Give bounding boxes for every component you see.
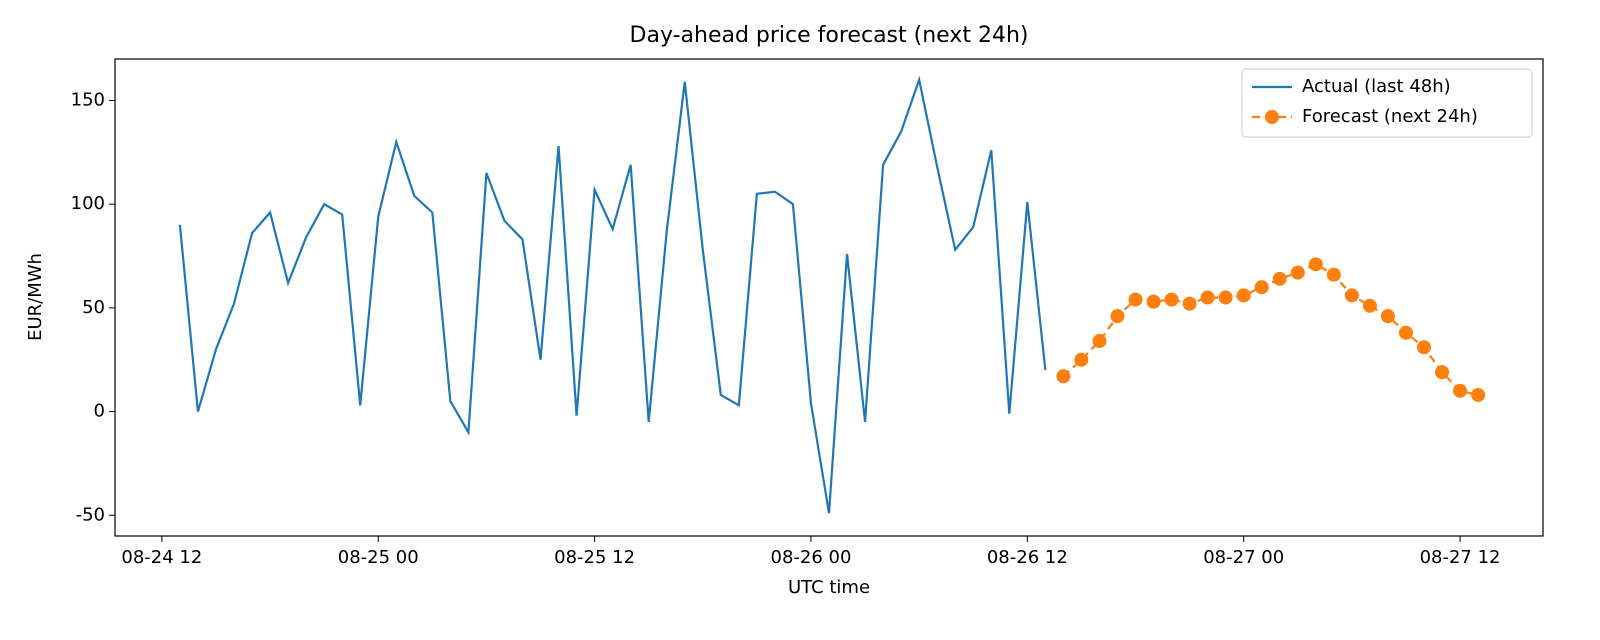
data-point	[1344, 288, 1359, 303]
data-point	[1290, 265, 1305, 280]
data-point	[1182, 296, 1197, 311]
plot-frame	[114, 58, 1544, 537]
x-tick-label: 08-26 12	[987, 547, 1068, 568]
y-tick-label: 0	[94, 401, 105, 422]
data-point	[1435, 365, 1450, 380]
x-tick-label: 08-26 00	[771, 547, 852, 568]
data-point	[1218, 290, 1233, 305]
y-tick-label: -50	[76, 504, 105, 525]
data-point	[1110, 309, 1125, 324]
x-tick-label: 08-25 12	[554, 547, 635, 568]
legend-label: Forecast (next 24h)	[1302, 106, 1478, 127]
data-point	[1164, 292, 1179, 307]
data-point	[1146, 294, 1161, 309]
data-point	[1056, 369, 1071, 384]
x-tick-label: 08-27 00	[1203, 547, 1284, 568]
chart-title: Day-ahead price forecast (next 24h)	[630, 23, 1029, 48]
data-point	[1362, 298, 1377, 313]
data-point	[1471, 387, 1486, 402]
data-point	[1254, 280, 1269, 295]
data-point	[1417, 340, 1431, 355]
x-tick-label: 08-24 12	[121, 547, 202, 568]
data-point	[1453, 383, 1468, 398]
data-point	[1308, 257, 1323, 272]
data-point	[1272, 271, 1287, 286]
data-point	[1236, 288, 1251, 303]
data-point	[1398, 325, 1413, 340]
y-tick-label: 150	[71, 89, 105, 110]
data-point	[1326, 267, 1341, 282]
x-tick-label: 08-27 12	[1420, 547, 1501, 568]
data-point	[1380, 309, 1395, 324]
y-tick-label: 100	[71, 193, 105, 214]
data-point	[1092, 334, 1107, 349]
y-tick-label: 50	[82, 297, 105, 318]
legend-marker	[1265, 110, 1279, 124]
x-tick-label: 08-25 00	[338, 547, 419, 568]
series-line	[178, 75, 1047, 514]
legend-box	[1241, 68, 1533, 138]
y-axis-label: EUR/MWh	[25, 253, 46, 341]
data-point	[1074, 352, 1089, 367]
legend-label: Actual (last 48h)	[1302, 76, 1451, 97]
data-point	[1200, 290, 1215, 305]
data-point	[1128, 292, 1143, 307]
series-line	[1062, 263, 1479, 397]
x-axis-label: UTC time	[788, 577, 870, 598]
